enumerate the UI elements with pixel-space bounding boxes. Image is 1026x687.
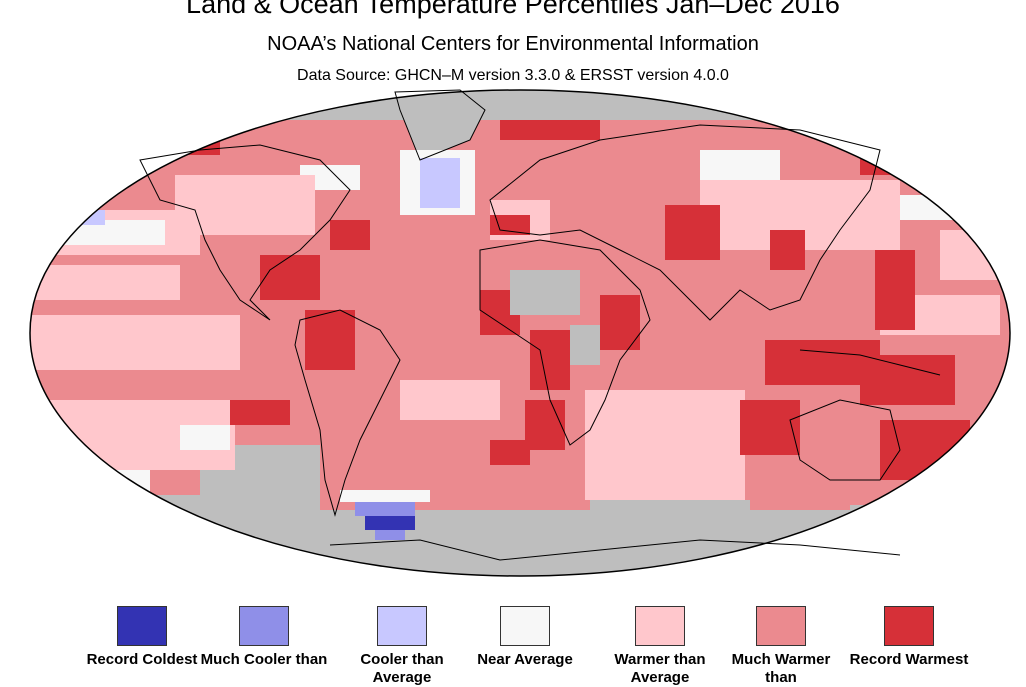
amazon-record <box>305 310 355 370</box>
legend-swatch-much-warmer <box>756 606 806 646</box>
central-pacific-warmer <box>30 315 240 370</box>
globe-outline <box>29 89 1011 577</box>
map-title: Land & Ocean Temperature Percentiles Jan… <box>186 0 840 19</box>
legend-label-much-cooler: Much Cooler than <box>200 651 328 668</box>
legend-near-average: Near Average <box>460 606 590 669</box>
antarctic-no-data <box>30 510 1010 576</box>
legend-swatch-record-warmest <box>884 606 934 646</box>
legend-label-record-coldest: Record Coldest <box>86 651 198 668</box>
coastlines <box>139 89 941 561</box>
north-atlantic-cooler <box>420 158 460 208</box>
legend-cooler: Cooler than Average <box>337 606 467 687</box>
bering-near-average <box>890 195 1000 220</box>
legend-record-warmest: Record Warmest <box>844 606 974 669</box>
indian-ocean-warmer <box>585 390 745 500</box>
southern-ocean-near-average <box>340 490 430 502</box>
central-africa-no-data <box>570 325 600 365</box>
africa-coast <box>479 239 651 446</box>
north-pacific-warmer-2 <box>30 265 180 300</box>
south-pacific-near-average-1 <box>180 425 230 450</box>
southern-ocean-much-cooler-1 <box>355 502 415 516</box>
southern-ocean-much-cooler-2 <box>375 530 405 540</box>
caribbean-record <box>260 255 320 300</box>
legend-much-cooler: Much Cooler than <box>199 606 329 669</box>
south-indian-record <box>490 440 530 465</box>
south-atlantic-warmer <box>400 380 500 420</box>
legend-label-record-warmest: Record Warmest <box>849 651 969 668</box>
indonesia-record <box>860 355 955 405</box>
south-pacific-record <box>230 400 290 425</box>
data-source: Data Source: GHCN–M version 3.3.0 & ERSS… <box>297 67 729 84</box>
antarctic-edge-4 <box>850 505 1010 515</box>
south-pacific-cooler <box>100 485 140 500</box>
siberia-near-average <box>700 150 780 180</box>
east-asia-record <box>770 230 805 270</box>
legend-label-much-warmer: Much Warmer than <box>731 651 831 686</box>
legend-record-coldest: Record Coldest <box>77 606 207 669</box>
east-africa-record <box>600 295 640 350</box>
legend-swatch-much-cooler <box>239 606 289 646</box>
legend-much-warmer: Much Warmer than <box>716 606 846 687</box>
map-subtitle: NOAA’s National Centers for Environmenta… <box>267 33 759 55</box>
west-pacific-record <box>875 250 915 330</box>
arctic-record-3 <box>500 120 600 140</box>
legend-label-near-average: Near Average <box>477 651 573 668</box>
north-pacific-near-average <box>55 220 165 245</box>
legend-label-warmer: Warmer than Average <box>614 651 706 686</box>
southern-ocean-record-coldest <box>365 515 415 530</box>
north-atlantic-record <box>330 220 370 250</box>
legend-swatch-near-average <box>500 606 550 646</box>
north-america-warmer <box>175 175 315 235</box>
antarctica-coast <box>329 539 901 561</box>
legend-swatch-record-coldest <box>117 606 167 646</box>
tasman-record <box>880 420 970 480</box>
north-america-coast <box>139 144 351 321</box>
legend-swatch-cooler <box>377 606 427 646</box>
south-america-coast <box>294 309 401 517</box>
arctic-no-data <box>30 90 1010 120</box>
antarctic-edge-3 <box>590 500 750 515</box>
legend-swatch-warmer <box>635 606 685 646</box>
sahara-no-data <box>510 270 580 315</box>
australia-coast <box>789 399 901 481</box>
eurasia-coast <box>489 124 881 321</box>
australia-record <box>740 400 800 455</box>
indonesia-coast <box>799 349 941 376</box>
arctic-record-4 <box>860 130 930 175</box>
greenland-coast <box>394 89 486 161</box>
legend-warmer: Warmer than Average <box>595 606 725 687</box>
world-map <box>29 89 1011 577</box>
legend-label-cooler: Cooler than Average <box>360 651 444 686</box>
antarctic-edge-1 <box>40 495 210 515</box>
central-africa-record <box>530 330 570 390</box>
arctic-record-1 <box>60 130 140 180</box>
central-asia-record <box>665 205 720 260</box>
south-atlantic-record <box>525 400 565 450</box>
